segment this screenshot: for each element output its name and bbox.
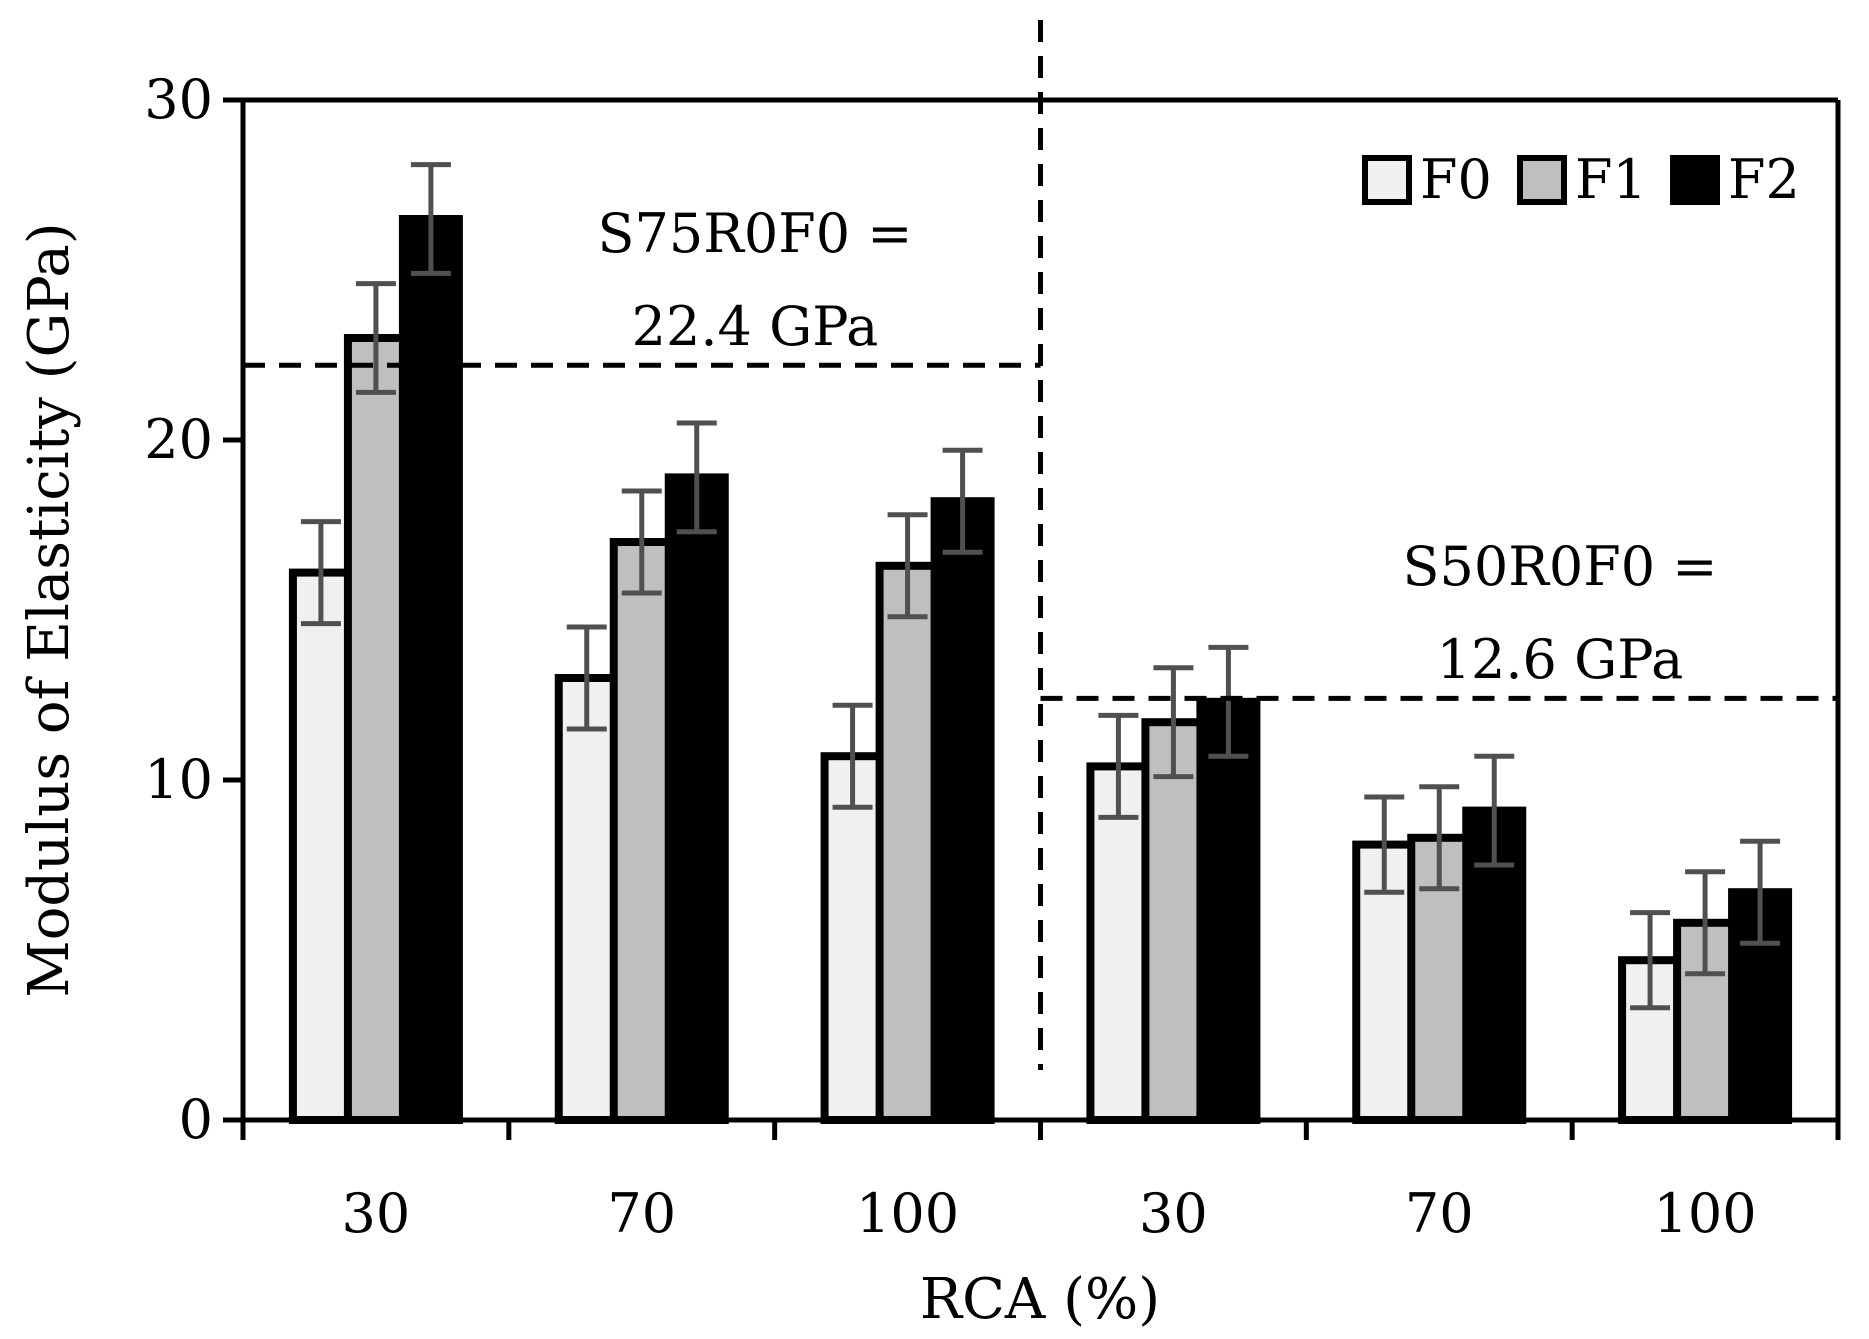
bar-f2-3 bbox=[1196, 697, 1261, 1124]
x-tick-label: 30 bbox=[1139, 1182, 1208, 1245]
y-tick-label: 10 bbox=[144, 748, 213, 811]
legend-swatch-f1 bbox=[1517, 155, 1567, 205]
x-axis-title: RCA (%) bbox=[920, 1267, 1160, 1332]
axes: 0 10 20 30 30 70 100 30 70 100 RCA (%) Modulus of E… bbox=[17, 68, 1841, 1332]
reference-label-s75-line1: S75R0F0 = bbox=[598, 202, 913, 265]
bar-f0-0 bbox=[288, 568, 353, 1124]
legend-swatch-f2 bbox=[1670, 155, 1720, 205]
reference-label-s50-line1: S50R0F0 = bbox=[1403, 535, 1718, 598]
legend: F0 F1 F2 bbox=[1362, 148, 1800, 211]
legend-swatch-f0 bbox=[1362, 155, 1412, 205]
y-axis-title: Modulus of Elasticity (GPa) bbox=[17, 222, 82, 997]
bar-f0-1 bbox=[554, 674, 619, 1124]
bar-f0-2 bbox=[820, 752, 885, 1124]
bar-f2-2 bbox=[930, 497, 995, 1124]
legend-label-f0: F0 bbox=[1420, 148, 1492, 211]
bar-f2-1 bbox=[664, 473, 729, 1124]
bar-f1-2 bbox=[875, 561, 940, 1124]
legend-label-f2: F2 bbox=[1728, 148, 1800, 211]
y-tick-label: 30 bbox=[144, 68, 213, 131]
legend-label-f1: F1 bbox=[1575, 148, 1647, 211]
x-tick-label: 70 bbox=[1405, 1182, 1474, 1245]
x-tick-label: 100 bbox=[856, 1182, 959, 1245]
reference-label-s75-line2: 22.4 GPa bbox=[632, 295, 879, 358]
y-tick-label: 0 bbox=[179, 1088, 213, 1151]
x-tick-label: 30 bbox=[342, 1182, 411, 1245]
bar-f2-0 bbox=[398, 215, 463, 1124]
bar-f1-3 bbox=[1141, 718, 1206, 1124]
x-tick-label: 70 bbox=[607, 1182, 676, 1245]
x-tick-label: 100 bbox=[1654, 1182, 1757, 1245]
plot-area bbox=[288, 162, 1793, 1125]
y-tick-label: 20 bbox=[144, 408, 213, 471]
bar-f1-0 bbox=[343, 334, 408, 1124]
annotations: S75R0F0 = 22.4 GPa S50R0F0 = 12.6 GPa bbox=[243, 20, 1838, 1070]
bar-f1-1 bbox=[609, 538, 674, 1124]
reference-label-s50-line2: 12.6 GPa bbox=[1437, 628, 1684, 691]
